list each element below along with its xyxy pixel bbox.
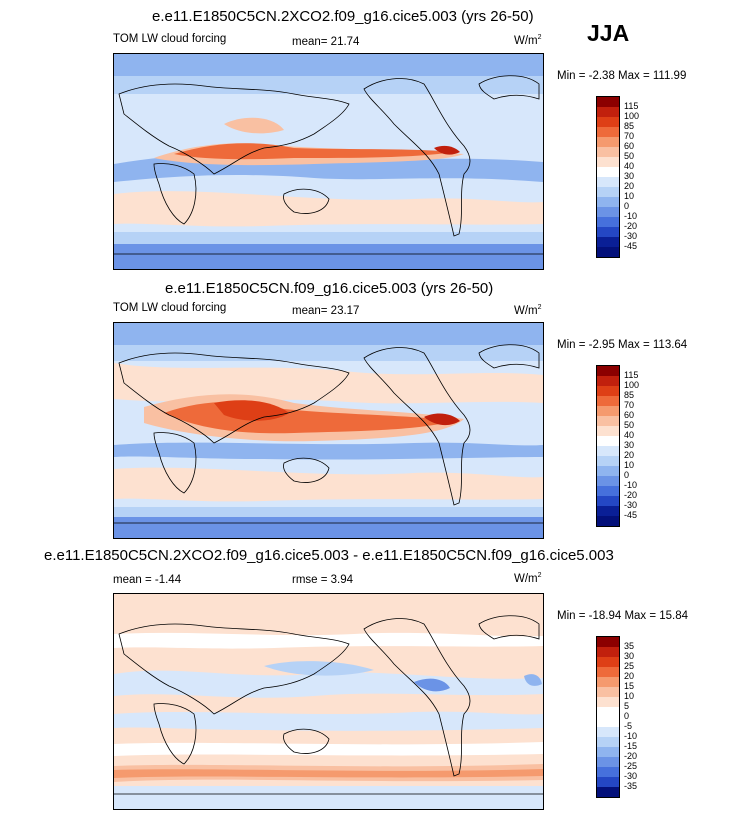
colorbar-tick: -30 [624, 500, 638, 510]
panel-1-mean-label: mean= 21.74 [292, 36, 360, 48]
colorbar-tick: 20 [624, 450, 635, 460]
colorbar-tick: 20 [624, 181, 635, 191]
panel-2-map [113, 322, 544, 539]
colorbar-tick: 10 [624, 460, 635, 470]
colorbar-tick: 40 [624, 161, 635, 171]
colorbar-tick: -20 [624, 751, 638, 761]
colorbar-tick: 40 [624, 430, 635, 440]
colorbar-tick: -30 [624, 771, 638, 781]
colorbar-tick: -10 [624, 731, 638, 741]
colorbar-tick: -20 [624, 490, 638, 500]
colorbar-tick: 25 [624, 661, 635, 671]
panel-3-minmax: Min = -18.94 Max = 15.84 [557, 610, 689, 622]
panel-1-map [113, 53, 544, 270]
panel-2-colorbar [596, 365, 620, 527]
panel-3-rmse-label: rmse = 3.94 [292, 574, 354, 586]
colorbar-tick: -35 [624, 781, 638, 791]
panel-2-mean-label: mean= 23.17 [292, 305, 360, 317]
colorbar-tick: 30 [624, 440, 635, 450]
colorbar-tick: 60 [624, 141, 635, 151]
colorbar-tick: -10 [624, 480, 638, 490]
panel-1-colorbar [596, 96, 620, 258]
colorbar-tick: -15 [624, 741, 638, 751]
colorbar-tick: 85 [624, 121, 635, 131]
colorbar-tick: -30 [624, 231, 638, 241]
colorbar-tick: 70 [624, 131, 635, 141]
colorbar-tick: 115 [624, 370, 639, 380]
colorbar-tick: 115 [624, 101, 639, 111]
colorbar-tick: 0 [624, 470, 630, 480]
colorbar-tick: 70 [624, 400, 635, 410]
panel-2-units: W/m2 [514, 304, 542, 317]
colorbar-tick: 10 [624, 191, 635, 201]
panel-1-units: W/m2 [514, 34, 542, 47]
colorbar-tick: 50 [624, 151, 635, 161]
colorbar-tick: -10 [624, 211, 638, 221]
colorbar-tick: 30 [624, 171, 635, 181]
colorbar-tick: 35 [624, 641, 635, 651]
panel-2-variable-label: TOM LW cloud forcing [113, 302, 227, 314]
season-label: JJA [587, 20, 630, 46]
panel-3-colorbar [596, 636, 620, 798]
colorbar-tick: -45 [624, 510, 638, 520]
colorbar-tick: 0 [624, 201, 630, 211]
panel-3-map [113, 593, 544, 810]
panel-2-title: e.e11.E1850C5CN.f09_g16.cice5.003 (yrs 2… [165, 280, 494, 297]
colorbar-tick: 60 [624, 410, 635, 420]
colorbar-tick: -20 [624, 221, 638, 231]
colorbar-tick: 85 [624, 390, 635, 400]
panel-2-minmax: Min = -2.95 Max = 113.64 [557, 339, 688, 351]
colorbar-tick: 50 [624, 420, 635, 430]
colorbar-tick: 30 [624, 651, 635, 661]
colorbar-tick: 0 [624, 711, 630, 721]
colorbar-tick: 5 [624, 701, 630, 711]
panel-3-mean-label: mean = -1.44 [113, 574, 182, 586]
colorbar-tick: 20 [624, 671, 635, 681]
panel-1-minmax: Min = -2.38 Max = 111.99 [557, 70, 687, 82]
colorbar-tick: -45 [624, 241, 638, 251]
panel-3-units: W/m2 [514, 572, 542, 585]
panel-1-title: e.e11.E1850C5CN.2XCO2.f09_g16.cice5.003 … [152, 8, 534, 25]
panel-3-title: e.e11.E1850C5CN.2XCO2.f09_g16.cice5.003 … [44, 547, 614, 564]
colorbar-tick: 100 [624, 380, 640, 390]
colorbar-tick: -5 [624, 721, 633, 731]
colorbar-tick: 100 [624, 111, 640, 121]
colorbar-tick: 10 [624, 691, 635, 701]
colorbar-tick: 15 [624, 681, 635, 691]
panel-1-variable-label: TOM LW cloud forcing [113, 33, 227, 45]
colorbar-tick: -25 [624, 761, 638, 771]
